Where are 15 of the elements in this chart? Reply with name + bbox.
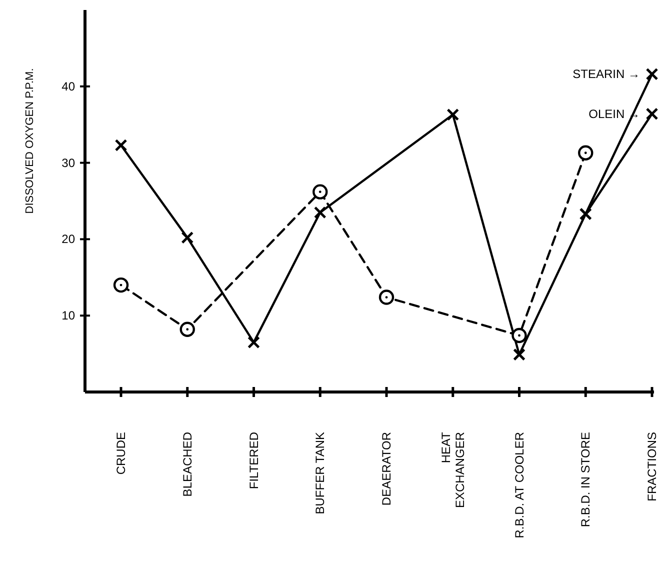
x-tick-label: R.B.D. IN STORE	[578, 432, 593, 528]
x-tick-label: FILTERED	[246, 432, 261, 490]
y-axis-title: DISSOLVED OXYGEN P.P.M.	[24, 68, 36, 214]
series-label: STEARIN →	[572, 67, 640, 82]
y-tick-label: 10	[62, 308, 76, 323]
y-tick-label: 20	[62, 232, 76, 246]
x-tick-label: BUFFER TANK	[313, 432, 328, 514]
y-tick-label: 30	[62, 156, 76, 170]
x-tick-label: CRUDE	[114, 432, 128, 475]
x-tick-label: DEAERATOR	[380, 432, 394, 506]
x-tick-label: BLEACHED	[180, 432, 194, 497]
y-tick-label: 40	[62, 79, 76, 94]
x-tick-label: HEAT EXCHANGER	[438, 431, 467, 508]
x-tick-label: FRACTIONS	[645, 432, 659, 502]
x-tick-label: R.B.D. AT COOLER	[512, 432, 526, 538]
